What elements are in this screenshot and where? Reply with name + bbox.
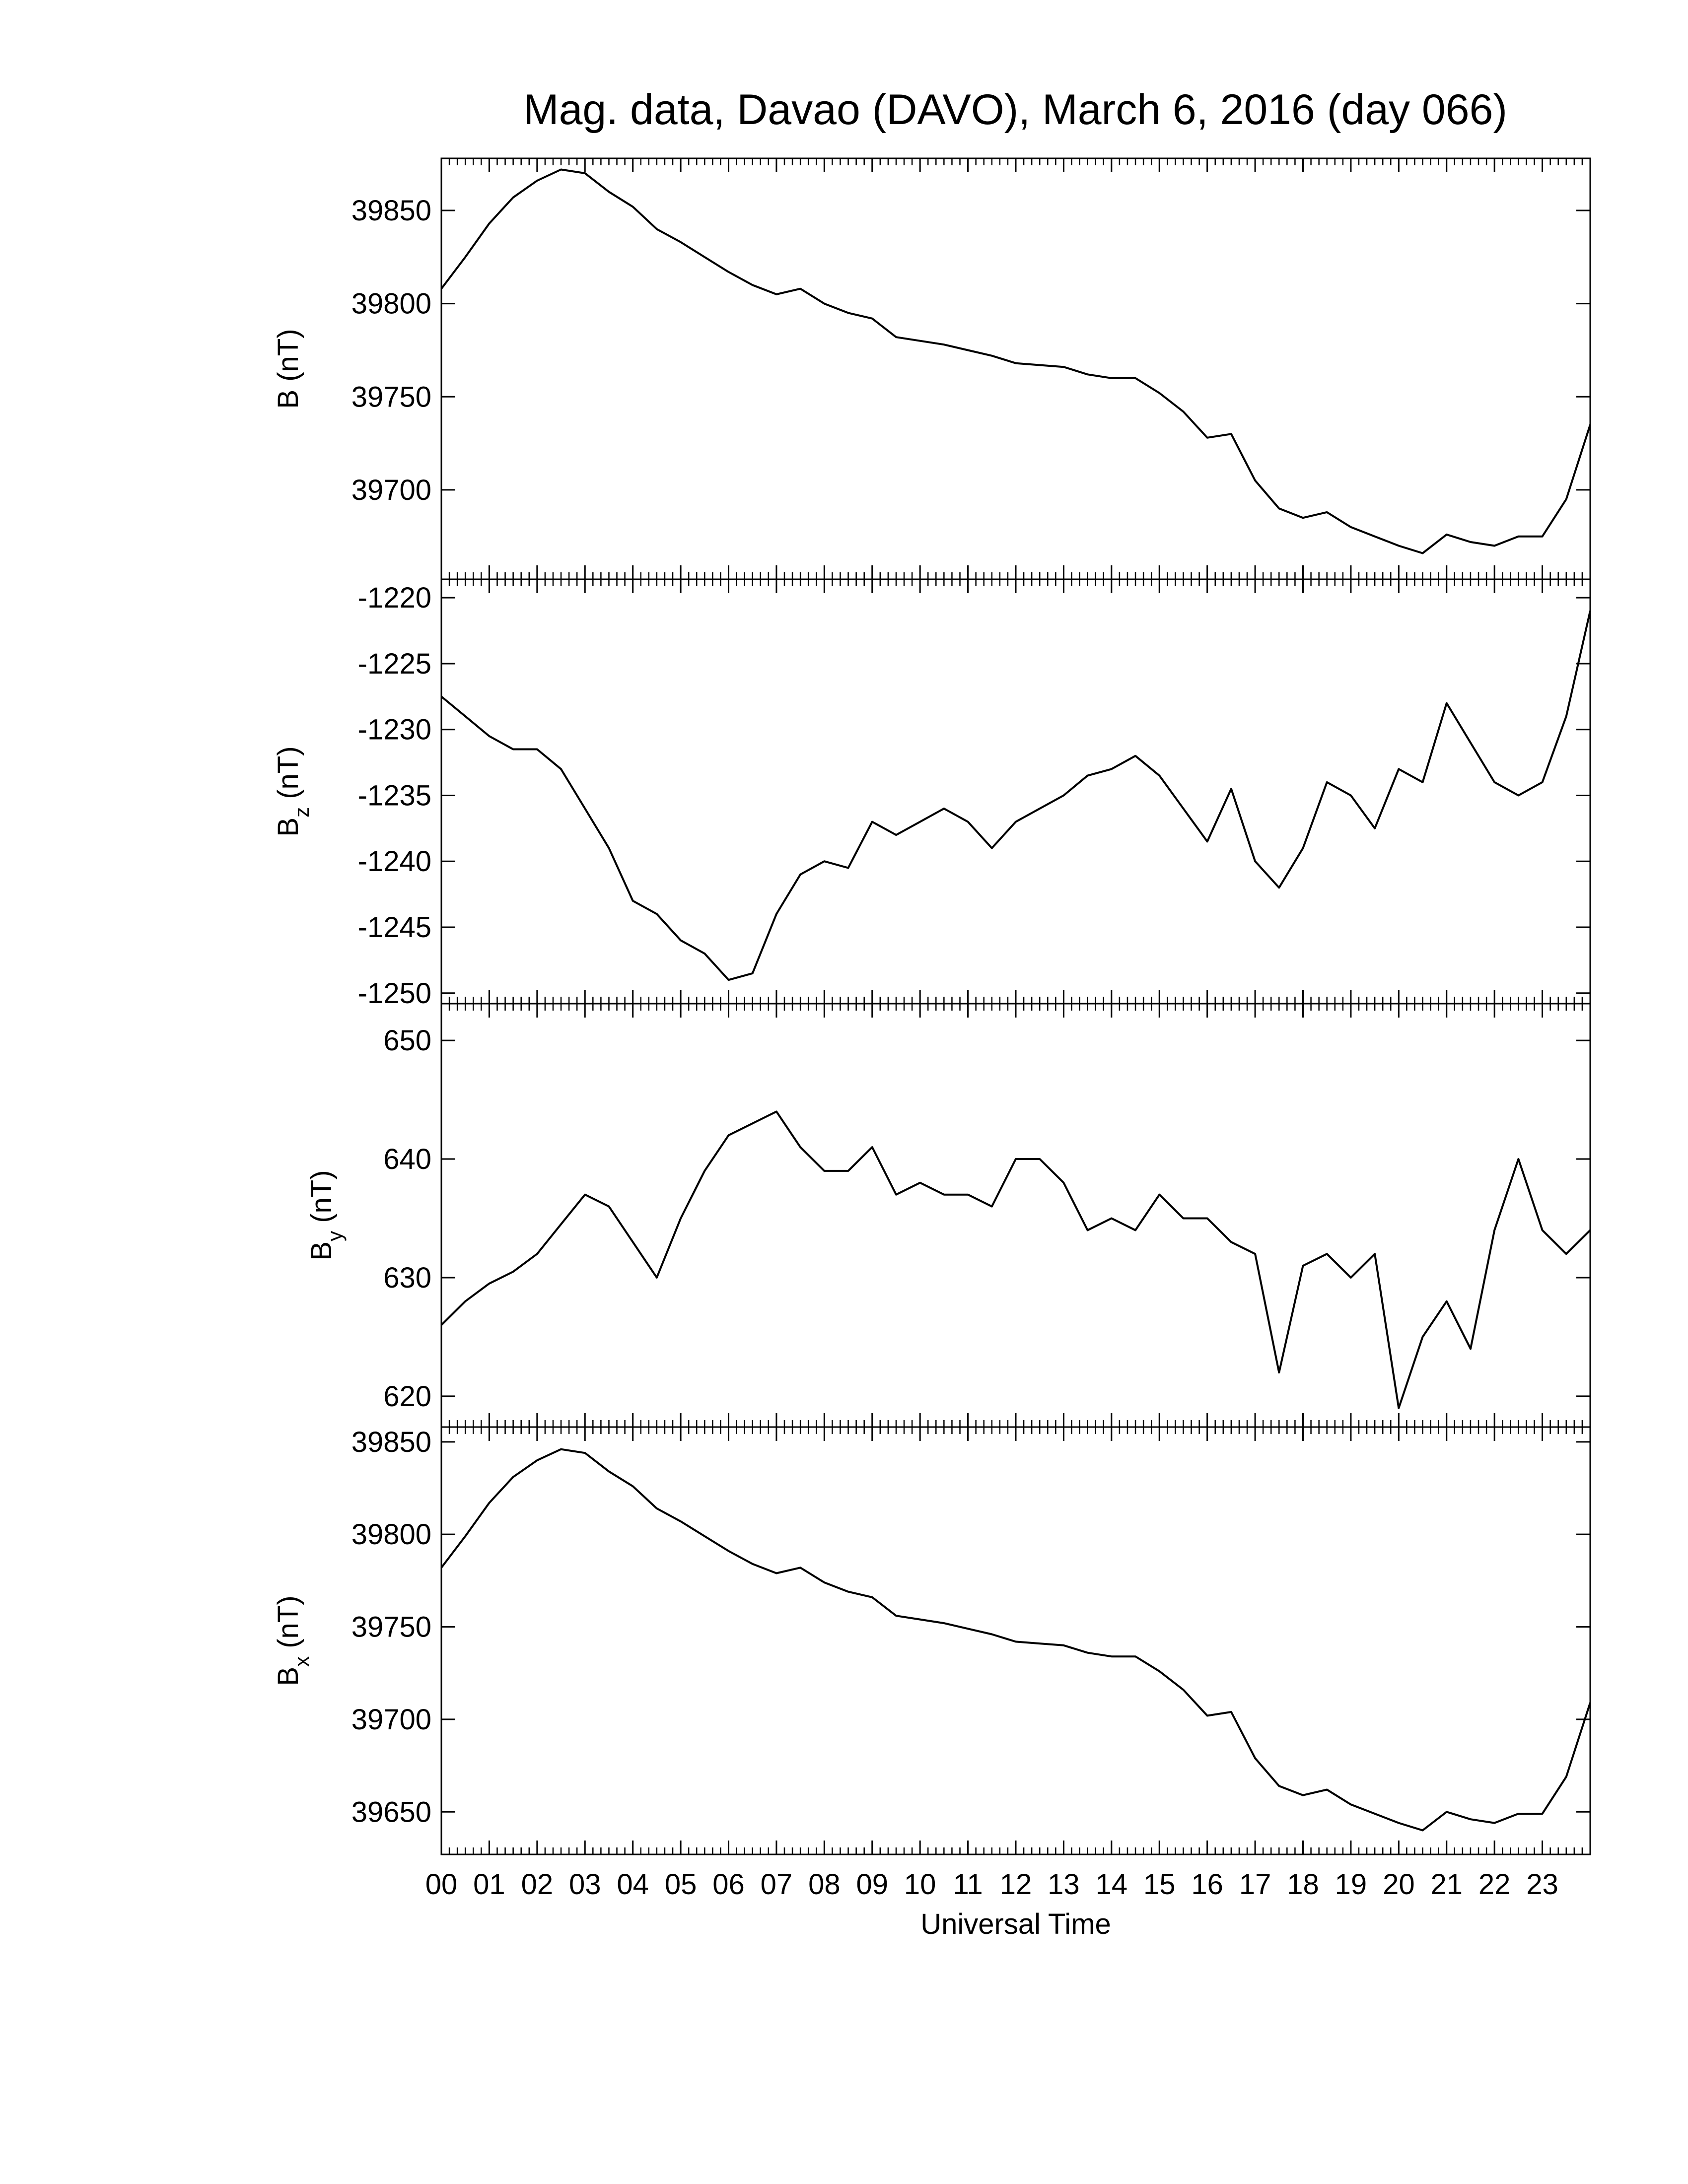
x-tick-label: 08 [808, 1868, 841, 1901]
y-label-main: B [305, 1241, 338, 1261]
y-tick-label: 39850 [352, 1426, 431, 1458]
x-tick-label: 22 [1478, 1868, 1511, 1901]
x-tick-label: 01 [473, 1868, 505, 1901]
y-tick-label: 39750 [352, 381, 431, 413]
y-label-space [272, 382, 304, 390]
y-axis-label: Bz (nT) [272, 746, 313, 836]
x-tick-label: 14 [1096, 1868, 1128, 1901]
y-tick-label: 39800 [352, 1518, 431, 1551]
x-tick-label: 06 [712, 1868, 745, 1901]
y-tick-label: 630 [383, 1262, 431, 1294]
y-tick-label: -1220 [358, 582, 431, 614]
y-tick-label: 39850 [352, 195, 431, 227]
y-label-unit: (nT) [272, 329, 304, 381]
y-tick-label: -1240 [358, 845, 431, 878]
y-tick-label: 640 [383, 1143, 431, 1175]
y-label-space [272, 799, 304, 807]
y-label-sub: x [290, 1656, 313, 1667]
y-tick-label: -1235 [358, 779, 431, 812]
y-label-unit: (nT) [272, 1595, 304, 1648]
y-tick-label: 39700 [352, 474, 431, 506]
x-tick-label: 00 [425, 1868, 458, 1901]
x-tick-label: 18 [1287, 1868, 1319, 1901]
x-tick-label: 20 [1383, 1868, 1415, 1901]
x-tick-label: 12 [1000, 1868, 1032, 1901]
y-label-main: B [272, 818, 304, 837]
y-label-main: B [272, 390, 304, 409]
data-line [440, 1448, 1591, 1832]
x-tick-label: 13 [1048, 1868, 1080, 1901]
x-tick-label: 23 [1526, 1868, 1558, 1901]
y-label-unit: (nT) [272, 746, 304, 799]
x-tick-label: 10 [904, 1868, 936, 1901]
chart-title: Mag. data, Davao (DAVO), March 6, 2016 (… [523, 86, 1507, 134]
y-axis-label: B (nT) [272, 329, 304, 409]
x-tick-label: 19 [1335, 1868, 1367, 1901]
x-tick-label: 03 [569, 1868, 601, 1901]
x-tick-label: 02 [521, 1868, 554, 1901]
y-label-sub: y [323, 1231, 347, 1241]
y-tick-label: -1245 [358, 911, 431, 944]
y-axis-label: By (nT) [305, 1170, 347, 1260]
x-tick-label: 07 [761, 1868, 793, 1901]
data-line [440, 611, 1591, 981]
y-tick-label: -1230 [358, 714, 431, 746]
data-line [440, 1110, 1591, 1409]
y-tick-label: 620 [383, 1380, 431, 1413]
y-tick-label: 39800 [352, 288, 431, 320]
y-label-sub: z [290, 807, 313, 818]
x-tick-label: 05 [665, 1868, 697, 1901]
x-tick-label: 09 [856, 1868, 888, 1901]
y-tick-label: 39650 [352, 1796, 431, 1828]
x-tick-label: 04 [617, 1868, 649, 1901]
y-label-space [272, 1648, 304, 1656]
data-line [440, 168, 1591, 554]
y-label-space [305, 1223, 338, 1231]
y-label-main: B [272, 1667, 304, 1686]
y-tick-label: 650 [383, 1024, 431, 1057]
y-axis-label: Bx (nT) [272, 1595, 313, 1686]
y-tick-label: 39700 [352, 1704, 431, 1736]
y-tick-label: 39750 [352, 1611, 431, 1643]
y-tick-label: -1250 [358, 977, 431, 1010]
y-label-unit: (nT) [305, 1170, 338, 1223]
x-tick-label: 21 [1430, 1868, 1463, 1901]
x-axis-label: Universal Time [920, 1908, 1111, 1940]
x-tick-label: 11 [953, 1868, 983, 1901]
x-tick-label: 16 [1191, 1868, 1223, 1901]
y-tick-label: -1225 [358, 648, 431, 680]
x-tick-label: 17 [1239, 1868, 1271, 1901]
x-tick-label: 15 [1143, 1868, 1176, 1901]
